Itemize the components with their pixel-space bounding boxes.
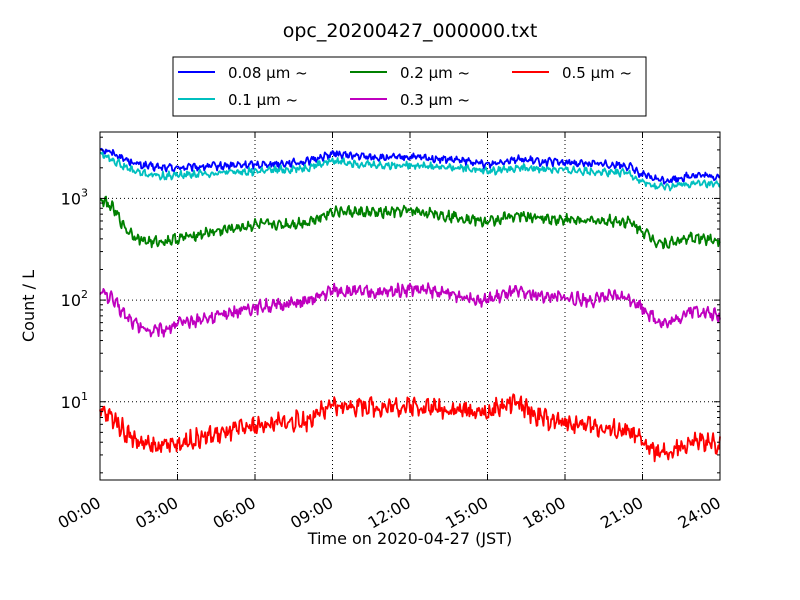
legend-label: 0.2 μm ~	[400, 64, 470, 82]
y-axis-label: Count / L	[19, 270, 38, 342]
y-axis: 101 102 103	[61, 136, 720, 474]
legend: 0.08 μm ~ 0.1 μm ~ 0.2 μm ~ 0.3 μm ~ 0.5 μm …	[172, 56, 647, 117]
legend-label: 0.1 μm ~	[228, 91, 298, 109]
series-line	[99, 393, 721, 463]
series-line	[100, 147, 721, 185]
x-axis-label: Time on 2020-04-27 (JST)	[307, 529, 512, 548]
legend-box	[172, 56, 647, 117]
legend-label: 0.08 μm ~	[228, 64, 308, 82]
series-line	[99, 195, 721, 250]
legend-label: 0.3 μm ~	[400, 91, 470, 109]
chart-title: opc_20200427_000000.txt	[283, 20, 538, 42]
legend-label: 0.5 μm ~	[562, 64, 632, 82]
y-tick-label: 102	[61, 288, 88, 310]
series-line	[99, 151, 721, 192]
series-line	[99, 282, 721, 338]
series-layer	[99, 147, 721, 463]
y-tick-label: 101	[61, 390, 88, 412]
y-tick-label: 103	[61, 186, 88, 208]
